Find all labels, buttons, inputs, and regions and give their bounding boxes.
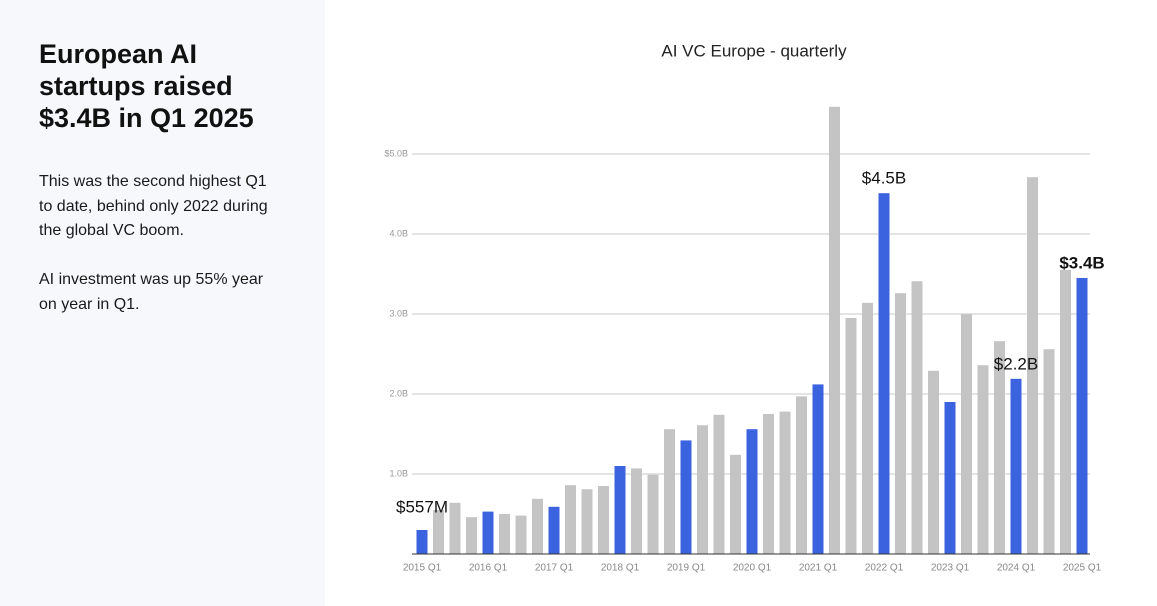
y-tick-label: 2.0B bbox=[389, 388, 408, 398]
bar bbox=[680, 440, 692, 554]
x-tick-label: 2025 Q1 bbox=[1063, 563, 1102, 574]
bar bbox=[812, 384, 824, 554]
annotation: $3.4B bbox=[1059, 253, 1104, 272]
x-tick-label: 2018 Q1 bbox=[601, 563, 640, 574]
bar bbox=[614, 466, 626, 554]
y-tick-label: 4.0B bbox=[389, 228, 408, 238]
y-tick-label: 1.0B bbox=[389, 468, 408, 478]
x-tick-label: 2024 Q1 bbox=[997, 563, 1036, 574]
x-tick-label: 2015 Q1 bbox=[403, 563, 442, 574]
bar bbox=[1043, 349, 1055, 554]
bar bbox=[532, 498, 543, 554]
bar bbox=[581, 489, 593, 554]
annotation: $557M bbox=[396, 497, 448, 516]
x-tick-label: 2023 Q1 bbox=[931, 563, 970, 574]
bar bbox=[515, 515, 527, 554]
bar bbox=[713, 414, 725, 554]
bar bbox=[845, 318, 857, 554]
x-tick-label: 2021 Q1 bbox=[799, 563, 838, 574]
bar bbox=[928, 370, 939, 554]
bar bbox=[1027, 177, 1038, 554]
bar bbox=[433, 510, 444, 554]
bar bbox=[961, 314, 972, 554]
side-panel: European AI startups raised $3.4B in Q1 … bbox=[0, 0, 325, 606]
bar bbox=[466, 517, 477, 554]
bar bbox=[746, 429, 758, 554]
bar bbox=[449, 502, 461, 554]
bar bbox=[944, 402, 956, 554]
bar bbox=[1076, 278, 1088, 554]
bar bbox=[598, 486, 609, 554]
bar bbox=[548, 506, 560, 554]
chart-title: AI VC Europe - quarterly bbox=[661, 41, 847, 60]
x-tick-label: 2019 Q1 bbox=[667, 563, 706, 574]
bar bbox=[482, 511, 494, 554]
annotation: $2.2B bbox=[994, 354, 1038, 373]
bar bbox=[499, 514, 510, 554]
bar bbox=[911, 281, 923, 554]
bar bbox=[697, 425, 708, 554]
bar bbox=[730, 454, 741, 554]
x-tick-label: 2016 Q1 bbox=[469, 563, 508, 574]
bar bbox=[1010, 378, 1022, 554]
bar bbox=[664, 429, 675, 554]
paragraph: This was the second highest Q1 to date, … bbox=[39, 173, 268, 239]
bar bbox=[565, 485, 576, 554]
annotation: $4.5B bbox=[862, 169, 906, 188]
bar bbox=[1060, 270, 1071, 554]
bar bbox=[763, 414, 774, 554]
bar bbox=[994, 341, 1005, 554]
bar bbox=[631, 468, 642, 554]
bar bbox=[779, 411, 791, 554]
paragraph: AI investment was up 55% year on year in… bbox=[39, 271, 264, 313]
bar bbox=[895, 293, 906, 554]
bar bbox=[416, 530, 428, 554]
headline: European AI startups raised $3.4B in Q1 … bbox=[39, 39, 254, 133]
bar bbox=[796, 396, 807, 554]
chart: AI VC Europe - quarterly 1.0B 2.0B 3.0B 4.0… bbox=[384, 41, 1104, 574]
bar bbox=[977, 365, 989, 554]
bar bbox=[647, 474, 659, 554]
x-tick-label: 2022 Q1 bbox=[865, 563, 904, 574]
bar bbox=[878, 193, 890, 554]
y-tick-label: 3.0B bbox=[389, 308, 408, 318]
x-tick-label: 2020 Q1 bbox=[733, 563, 772, 574]
y-tick-label: $5.0B bbox=[384, 148, 408, 158]
bar bbox=[829, 106, 840, 555]
x-tick-label: 2017 Q1 bbox=[535, 563, 574, 574]
bar bbox=[862, 302, 873, 554]
